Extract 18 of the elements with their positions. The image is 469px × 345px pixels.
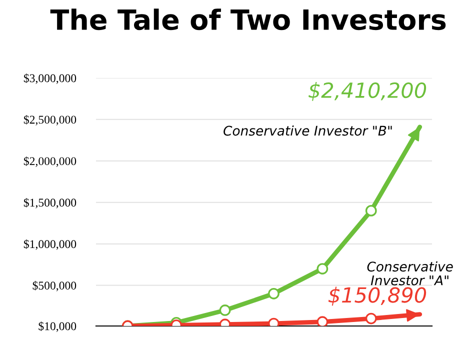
y-tick-label: $10,000 <box>38 322 76 332</box>
annotation: $150,890 <box>328 286 426 306</box>
legend-label: Conservative Investor "B" <box>224 125 392 136</box>
point <box>316 263 328 274</box>
point <box>365 205 377 216</box>
y-tick-label: $3,000,000 <box>24 74 76 84</box>
point <box>219 304 231 316</box>
chart-title: The Tale of Two Investors <box>50 8 446 30</box>
y-tick-label: $2,500,000 <box>24 115 76 126</box>
y-tick-label: $500,000 <box>32 280 76 292</box>
point <box>365 312 377 324</box>
text: Conservative Investor "A" <box>367 261 453 286</box>
y-tick-label: $1,500,000 <box>24 198 76 208</box>
point <box>316 316 328 326</box>
annotation: $2,410,200 <box>308 82 426 101</box>
point <box>268 288 280 300</box>
y-tick-label: $1,000,000 <box>24 239 76 250</box>
y-tick-label: $2,000,000 <box>24 156 76 167</box>
